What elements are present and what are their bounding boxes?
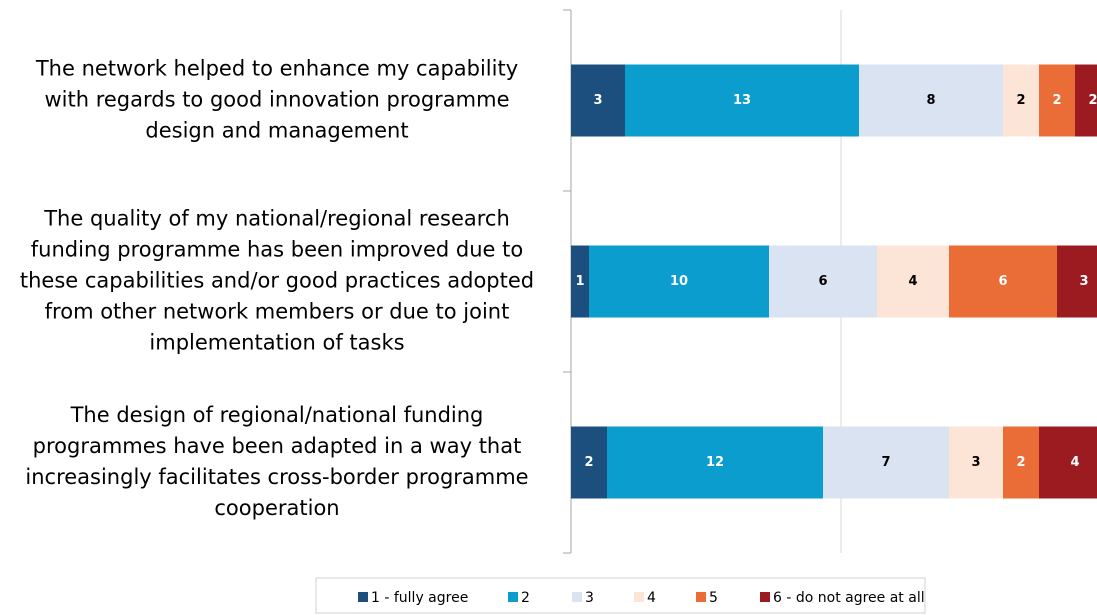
bar-segment: [589, 245, 769, 318]
data-label: 6: [818, 274, 827, 289]
legend-label: 5: [709, 590, 718, 606]
legend-swatch: [760, 592, 770, 602]
bar-segment: [823, 426, 949, 499]
data-label: 12: [706, 455, 724, 470]
data-label: 3: [971, 455, 980, 470]
bar-segment: [769, 245, 877, 318]
bar-segment: [1003, 426, 1039, 499]
data-label: 13: [733, 93, 751, 108]
category-label: from other network members or due to joi…: [45, 300, 510, 324]
bar-segment: [607, 426, 823, 499]
data-label: 6: [998, 274, 1007, 289]
legend-swatch: [358, 592, 368, 602]
legend-label: 4: [647, 590, 656, 606]
category-label: programmes have been adapted in a way th…: [33, 434, 522, 458]
data-label: 3: [1079, 274, 1088, 289]
data-label: 2: [1088, 93, 1097, 108]
bar-segment: [1057, 245, 1097, 318]
data-label: 8: [926, 93, 935, 108]
bar-segment: [571, 245, 589, 318]
legend-swatch: [634, 592, 644, 602]
legend-swatch: [572, 592, 582, 602]
data-label: 2: [1016, 93, 1025, 108]
category-label: The network helped to enhance my capabil…: [35, 57, 518, 81]
bar-segment: [1039, 426, 1097, 499]
legend-label: 2: [521, 590, 530, 606]
category-label: The quality of my national/regional rese…: [43, 207, 510, 231]
bar-segment: [1039, 64, 1075, 137]
category-label: increasingly facilitates cross-border pr…: [25, 465, 528, 489]
legend-label: 6 - do not agree at all: [773, 590, 925, 606]
data-label: 10: [670, 274, 688, 289]
data-label: 2: [1052, 93, 1061, 108]
category-label: with regards to good innovation programm…: [44, 88, 509, 112]
data-label: 7: [881, 455, 890, 470]
legend-label: 3: [585, 590, 594, 606]
bar-segment: [877, 245, 949, 318]
category-label: design and management: [145, 119, 408, 143]
bar-segment: [571, 64, 625, 137]
data-label: 3: [593, 93, 602, 108]
category-label: these capabilities and/or good practices…: [20, 269, 534, 293]
legend-label: 1 - fully agree: [371, 590, 468, 606]
data-label: 2: [1016, 455, 1025, 470]
bar-segment: [949, 426, 1003, 499]
bar-segment: [1003, 64, 1039, 137]
legend-swatch: [508, 592, 518, 602]
category-label: funding programme has been improved due …: [31, 238, 523, 262]
category-label: implementation of tasks: [149, 331, 404, 355]
bar-segment: [1075, 64, 1097, 137]
category-label: cooperation: [214, 496, 339, 520]
legend-box: [315, 577, 926, 614]
bar-segment: [859, 64, 1003, 137]
bar-segment: [571, 426, 607, 499]
category-label: The design of regional/national funding: [70, 403, 484, 427]
data-label: 1: [575, 274, 584, 289]
data-label: 4: [908, 274, 917, 289]
legend-swatch: [696, 592, 706, 602]
data-label: 4: [1070, 455, 1079, 470]
bar-segment: [949, 245, 1057, 318]
bar-segment: [625, 64, 859, 137]
data-label: 2: [584, 455, 593, 470]
